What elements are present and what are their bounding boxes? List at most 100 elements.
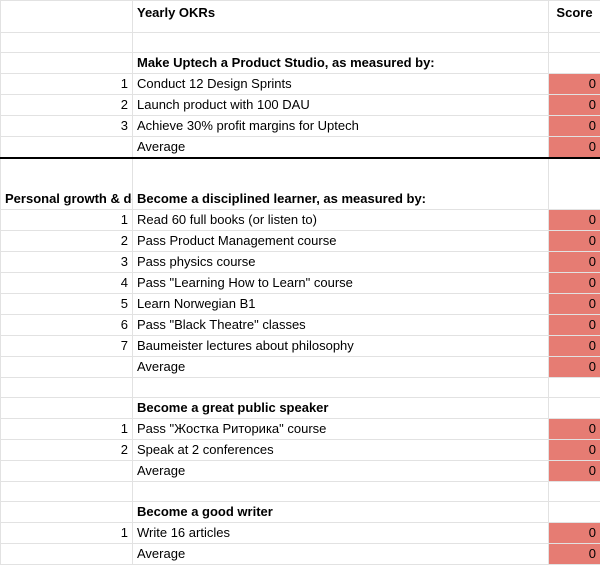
cell-empty[interactable] xyxy=(549,158,600,210)
key-result-score[interactable]: 0 xyxy=(549,95,600,116)
spacer-row xyxy=(1,482,600,502)
cell-empty[interactable] xyxy=(549,33,600,53)
cell-empty[interactable] xyxy=(1,53,133,74)
key-result-text[interactable]: Baumeister lectures about philosophy xyxy=(133,336,549,357)
cell-empty[interactable] xyxy=(1,544,133,565)
average-score[interactable]: 0 xyxy=(549,357,600,378)
key-result-text[interactable]: Pass "Learning How to Learn" course xyxy=(133,273,549,294)
key-result-text[interactable]: Launch product with 100 DAU xyxy=(133,95,549,116)
cell-empty[interactable] xyxy=(1,502,133,523)
objective-title[interactable]: Become a good writer xyxy=(133,502,549,523)
objective-row: Personal growth & development, spiritual… xyxy=(1,158,600,210)
average-label[interactable]: Average xyxy=(133,544,549,565)
header-row: Yearly OKRs Score xyxy=(1,1,600,33)
key-result-number[interactable]: 3 xyxy=(1,116,133,137)
key-result-text[interactable]: Conduct 12 Design Sprints xyxy=(133,74,549,95)
average-score[interactable]: 0 xyxy=(549,544,600,565)
cell-empty[interactable] xyxy=(549,502,600,523)
cell-empty[interactable] xyxy=(1,378,133,398)
key-result-score[interactable]: 0 xyxy=(549,210,600,231)
key-result-text[interactable]: Write 16 articles xyxy=(133,523,549,544)
key-result-number[interactable]: 2 xyxy=(1,95,133,116)
key-result-number[interactable]: 1 xyxy=(1,210,133,231)
average-label[interactable]: Average xyxy=(133,137,549,159)
key-result-number[interactable]: 7 xyxy=(1,336,133,357)
header-score[interactable]: Score xyxy=(549,1,600,33)
cell-empty[interactable] xyxy=(1,1,133,33)
key-result-score[interactable]: 0 xyxy=(549,116,600,137)
cell-empty[interactable] xyxy=(1,398,133,419)
cell-empty[interactable] xyxy=(1,137,133,159)
cell-empty[interactable] xyxy=(1,482,133,502)
objective-title[interactable]: Become a great public speaker xyxy=(133,398,549,419)
cell-empty[interactable] xyxy=(133,33,549,53)
key-result-text[interactable]: Pass "Жостка Риторика" course xyxy=(133,419,549,440)
key-result-text[interactable]: Read 60 full books (or listen to) xyxy=(133,210,549,231)
key-result-score[interactable]: 0 xyxy=(549,419,600,440)
header-title[interactable]: Yearly OKRs xyxy=(133,1,549,33)
key-result-score[interactable]: 0 xyxy=(549,252,600,273)
key-result-score[interactable]: 0 xyxy=(549,231,600,252)
cell-empty[interactable] xyxy=(1,357,133,378)
key-result-score[interactable]: 0 xyxy=(549,336,600,357)
key-result-score[interactable]: 0 xyxy=(549,315,600,336)
cell-empty[interactable] xyxy=(549,378,600,398)
key-result-number[interactable]: 2 xyxy=(1,231,133,252)
cell-empty[interactable] xyxy=(549,398,600,419)
key-result-number[interactable]: 3 xyxy=(1,252,133,273)
key-result-number[interactable]: 1 xyxy=(1,419,133,440)
section-label[interactable]: Personal growth & development, spiritual xyxy=(1,158,133,210)
objective-row: Become a good writer xyxy=(1,502,600,523)
objective-row: Make Uptech a Product Studio, as measure… xyxy=(1,53,600,74)
average-score[interactable]: 0 xyxy=(549,461,600,482)
key-result-score[interactable]: 0 xyxy=(549,74,600,95)
key-result-score[interactable]: 0 xyxy=(549,294,600,315)
average-score[interactable]: 0 xyxy=(549,137,600,159)
average-label[interactable]: Average xyxy=(133,357,549,378)
key-result-text[interactable]: Pass "Black Theatre" classes xyxy=(133,315,549,336)
key-result-text[interactable]: Learn Norwegian B1 xyxy=(133,294,549,315)
key-result-score[interactable]: 0 xyxy=(549,440,600,461)
key-result-text[interactable]: Pass physics course xyxy=(133,252,549,273)
key-result-number[interactable]: 4 xyxy=(1,273,133,294)
cell-empty[interactable] xyxy=(549,53,600,74)
spacer-row xyxy=(1,378,600,398)
key-result-number[interactable]: 5 xyxy=(1,294,133,315)
key-result-number[interactable]: 6 xyxy=(1,315,133,336)
key-result-score[interactable]: 0 xyxy=(549,273,600,294)
key-result-number[interactable]: 1 xyxy=(1,74,133,95)
average-label[interactable]: Average xyxy=(133,461,549,482)
cell-empty[interactable] xyxy=(549,482,600,502)
objective-title[interactable]: Become a disciplined learner, as measure… xyxy=(133,158,549,210)
key-result-text[interactable]: Speak at 2 conferences xyxy=(133,440,549,461)
key-result-number[interactable]: 2 xyxy=(1,440,133,461)
cell-empty[interactable] xyxy=(1,461,133,482)
objective-row: Become a great public speaker xyxy=(1,398,600,419)
cell-empty[interactable] xyxy=(1,33,133,53)
objective-title[interactable]: Make Uptech a Product Studio, as measure… xyxy=(133,53,549,74)
key-result-text[interactable]: Pass Product Management course xyxy=(133,231,549,252)
key-result-score[interactable]: 0 xyxy=(549,523,600,544)
cell-empty[interactable] xyxy=(133,482,549,502)
key-result-number[interactable]: 1 xyxy=(1,523,133,544)
cell-empty[interactable] xyxy=(133,378,549,398)
key-result-text[interactable]: Achieve 30% profit margins for Uptech xyxy=(133,116,549,137)
